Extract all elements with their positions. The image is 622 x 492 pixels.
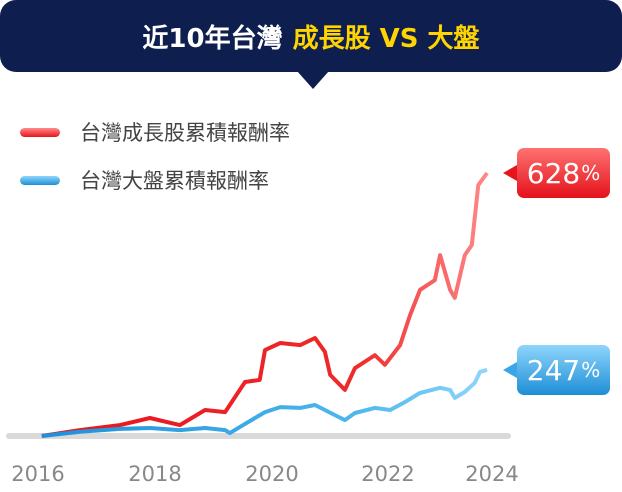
- final-value-label-market: 247%: [503, 345, 610, 395]
- final-value-market: 247: [526, 353, 581, 387]
- series-line-market: [41, 367, 488, 438]
- legend-item-market: 台灣大盤累積報酬率: [20, 165, 269, 195]
- x-tick-label: 2018: [128, 462, 182, 486]
- x-tick-label: 2016: [11, 462, 65, 486]
- legend-label-growth: 台灣成長股累積報酬率: [80, 121, 290, 145]
- label-arrow: [503, 362, 517, 378]
- chart-title: 近10年台灣: [142, 23, 283, 54]
- percent-sign: %: [581, 161, 601, 185]
- legend-swatch-growth: [20, 127, 60, 137]
- x-tick-label: 2020: [245, 462, 299, 486]
- final-value-label-growth: 628%: [503, 148, 610, 198]
- chart-title-banner: 近10年台灣 成長股 VS 大盤: [0, 0, 622, 72]
- legend-swatch-market: [20, 175, 60, 185]
- legend-item-growth: 台灣成長股累積報酬率: [20, 117, 290, 147]
- x-tick-label: 2024: [465, 462, 519, 486]
- legend-label-market: 台灣大盤累積報酬率: [80, 169, 269, 193]
- x-tick-label: 2022: [361, 462, 415, 486]
- chart-title-highlight: 成長股 VS 大盤: [292, 23, 480, 54]
- percent-sign: %: [581, 358, 601, 382]
- series-line-growth: [41, 171, 489, 438]
- final-value-growth: 628: [526, 156, 581, 190]
- banner-pointer: [297, 71, 329, 89]
- label-arrow: [503, 165, 517, 181]
